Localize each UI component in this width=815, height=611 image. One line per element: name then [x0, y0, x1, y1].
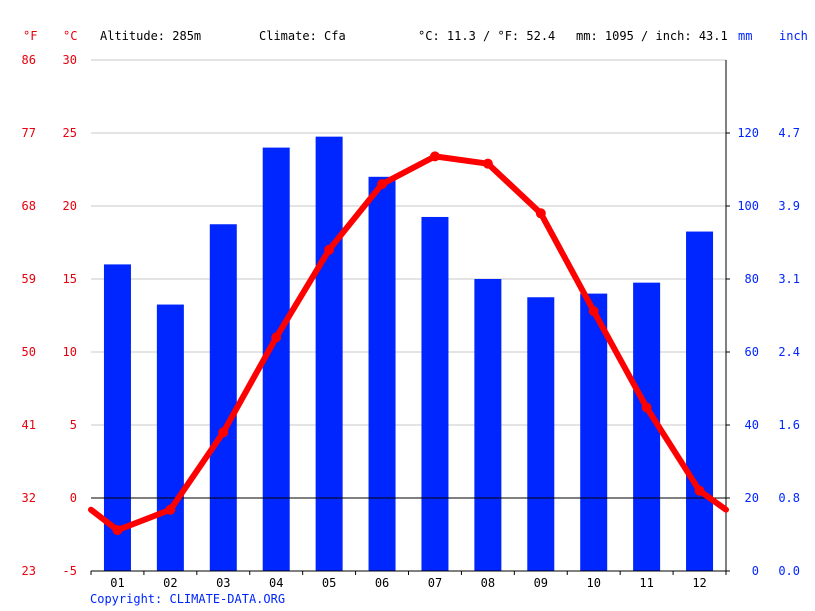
precipitation-bar: [421, 216, 449, 571]
y-right-inch-tick-label: 2.4: [778, 345, 800, 359]
y-left-fahrenheit-tick-label: 77: [22, 126, 36, 140]
temperature-line: [88, 153, 729, 534]
precipitation-bar: [527, 297, 555, 571]
y-left-celsius-tick-label: 25: [63, 126, 77, 140]
precipitation-bar: [368, 176, 396, 572]
y-right-inch-tick-label: 4.7: [778, 126, 800, 140]
temperature-point: [641, 402, 652, 413]
temperature-point: [535, 208, 546, 219]
temperature-point: [588, 306, 599, 317]
temperature-point: [165, 504, 176, 515]
y-left-fahrenheit-tick-label: 41: [22, 418, 36, 432]
temperature-point: [377, 179, 388, 190]
average-temperature-label: °C: 11.3 / °F: 52.4: [418, 29, 556, 43]
x-tick-label: 01: [110, 576, 124, 590]
precipitation-bar: [686, 231, 714, 572]
temperature-point: [324, 244, 335, 255]
precipitation-bar: [156, 304, 184, 571]
temperature-point: [271, 332, 282, 343]
temperature-point: [694, 485, 705, 496]
precipitation-bar: [209, 224, 237, 571]
y-right-mm-tick-label: 20: [745, 491, 759, 505]
y-left-celsius-tick-label: -5: [63, 564, 77, 578]
y-right-mm-tick-label: 80: [745, 272, 759, 286]
precipitation-total-label: mm: 1095 / inch: 43.1: [576, 29, 728, 43]
fahrenheit-unit-label: °F: [23, 29, 38, 43]
y-right-mm-tick-label: 120: [737, 126, 759, 140]
y-right-inch-tick-label: 0.0: [778, 564, 800, 578]
x-tick-label: 05: [322, 576, 336, 590]
y-right-inch-tick-label: 3.9: [778, 199, 800, 213]
y-left-celsius-tick-label: 15: [63, 272, 77, 286]
temperature-point: [482, 158, 493, 169]
y-left-fahrenheit-tick-label: 32: [22, 491, 36, 505]
y-left-fahrenheit-tick-label: 23: [22, 564, 36, 578]
temperature-point: [218, 427, 229, 438]
y-left-celsius-tick-label: 5: [70, 418, 77, 432]
y-left-fahrenheit-tick-label: 59: [22, 272, 36, 286]
y-right-mm-tick-label: 100: [737, 199, 759, 213]
y-left-fahrenheit-tick-label: 50: [22, 345, 36, 359]
x-tick-label: 10: [586, 576, 600, 590]
y-left-fahrenheit-tick-label: 86: [22, 53, 36, 67]
inch-unit-label: inch: [779, 29, 808, 43]
y-left-celsius-tick-label: 30: [63, 53, 77, 67]
precipitation-bar: [474, 279, 502, 571]
x-tick-label: 07: [428, 576, 442, 590]
celsius-unit-label: °C: [63, 29, 78, 43]
precipitation-bar: [315, 136, 343, 571]
climate-label: Climate: Cfa: [259, 29, 346, 43]
x-tick-label: 12: [692, 576, 706, 590]
temperature-point: [112, 525, 123, 536]
precipitation-bar: [580, 293, 608, 571]
x-tick-label: 09: [534, 576, 548, 590]
x-tick-label: 03: [216, 576, 230, 590]
x-tick-label: 04: [269, 576, 283, 590]
y-right-inch-tick-label: 1.6: [778, 418, 800, 432]
x-tick-label: 08: [481, 576, 495, 590]
y-right-mm-tick-label: 0: [752, 564, 759, 578]
copyright-link[interactable]: Copyright: CLIMATE-DATA.ORG: [90, 592, 286, 606]
y-right-inch-tick-label: 0.8: [778, 491, 800, 505]
x-tick-label: 11: [639, 576, 653, 590]
y-left-celsius-tick-label: 20: [63, 199, 77, 213]
y-left-fahrenheit-tick-label: 68: [22, 199, 36, 213]
y-right-mm-tick-label: 40: [745, 418, 759, 432]
y-right-mm-tick-label: 60: [745, 345, 759, 359]
x-tick-label: 02: [163, 576, 177, 590]
temperature-point: [429, 151, 440, 162]
x-tick-label: 06: [375, 576, 389, 590]
y-left-celsius-tick-label: 10: [63, 345, 77, 359]
mm-unit-label: mm: [738, 29, 753, 43]
altitude-label: Altitude: 285m: [100, 29, 202, 43]
y-right-inch-tick-label: 3.1: [778, 272, 800, 286]
y-left-celsius-tick-label: 0: [70, 491, 77, 505]
